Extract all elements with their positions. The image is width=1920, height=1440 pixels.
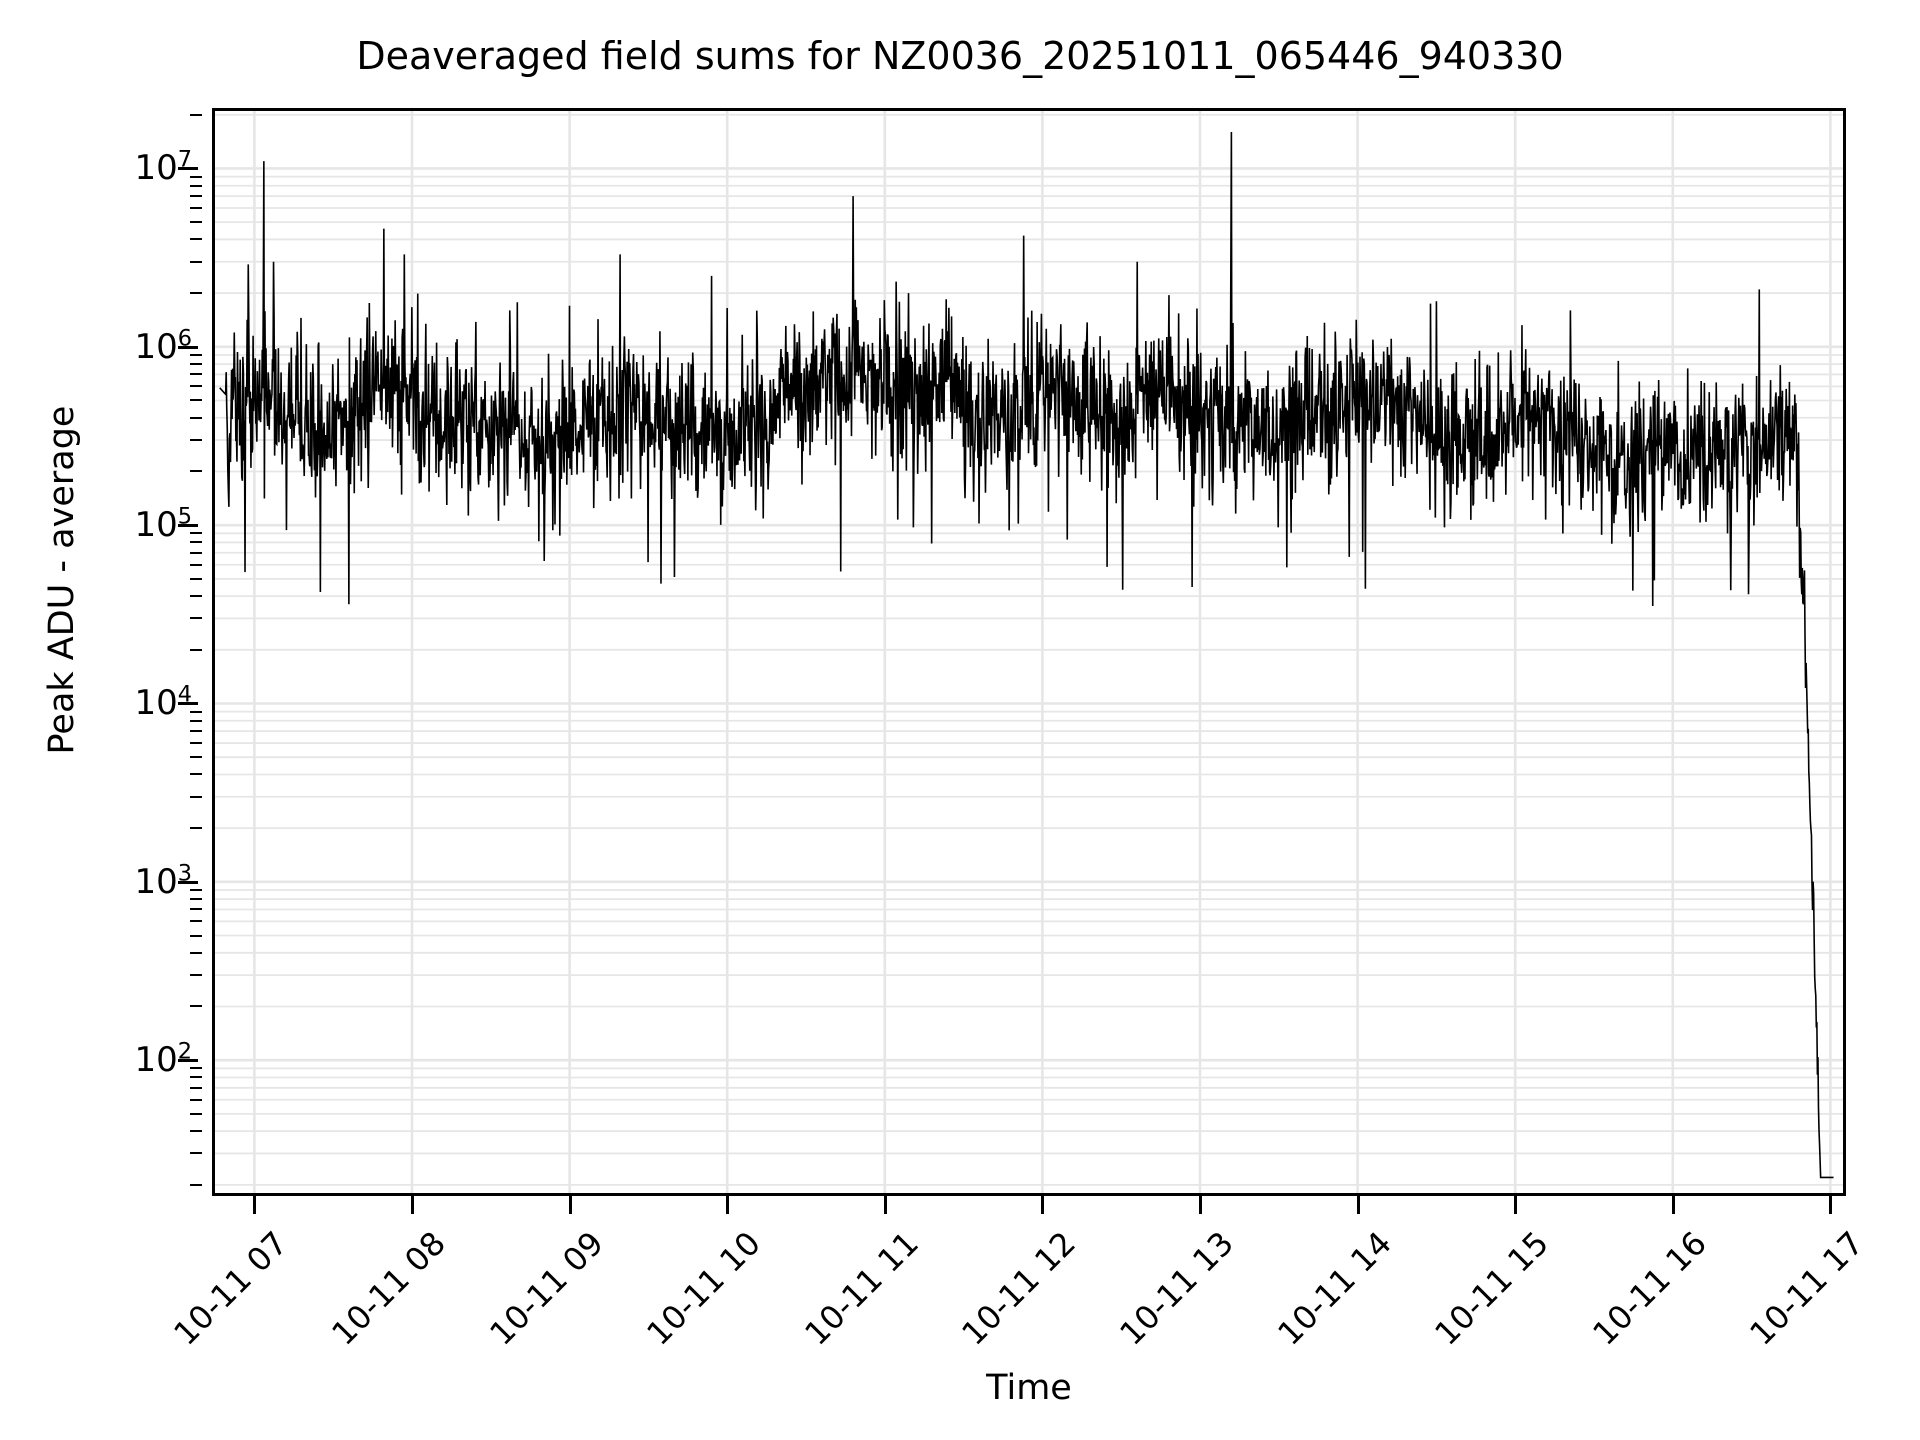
y-minor-tick — [190, 399, 202, 402]
y-minor-tick — [190, 439, 202, 442]
y-tick-label: 105 — [134, 503, 192, 546]
y-minor-tick — [190, 1098, 202, 1101]
y-minor-tick — [190, 416, 202, 419]
y-tick-label: 106 — [134, 325, 192, 367]
y-minor-tick — [190, 898, 202, 901]
y-minor-tick — [190, 470, 202, 473]
y-minor-tick — [190, 373, 202, 376]
x-major-tick — [568, 1196, 572, 1214]
y-minor-tick — [190, 577, 202, 580]
y-major-tick — [178, 345, 198, 349]
y-minor-tick — [190, 710, 202, 713]
y-tick-label: 102 — [134, 1038, 192, 1081]
y-minor-tick — [190, 908, 202, 911]
chart-title: Deaveraged field sums for NZ0036_2025101… — [356, 34, 1564, 78]
data-series-line — [215, 111, 1843, 1193]
y-minor-tick — [190, 238, 202, 241]
x-major-tick — [253, 1196, 257, 1214]
y-minor-tick — [190, 1183, 202, 1186]
y-minor-tick — [190, 363, 202, 366]
y-minor-tick — [190, 920, 202, 923]
y-minor-tick — [190, 1086, 202, 1089]
y-major-tick — [178, 167, 198, 171]
y-major-tick — [178, 880, 198, 884]
y-minor-tick — [190, 1130, 202, 1133]
y-tick-label: 107 — [134, 147, 192, 189]
x-major-tick — [1829, 1196, 1833, 1214]
y-minor-tick — [190, 742, 202, 745]
x-major-tick — [1671, 1196, 1675, 1214]
x-axis-label: Time — [986, 1368, 1072, 1408]
y-minor-tick — [190, 648, 202, 651]
y-minor-tick — [190, 719, 202, 722]
y-axis-label: Peak ADU - average — [42, 405, 82, 755]
y-minor-tick — [190, 934, 202, 937]
y-minor-tick — [190, 1152, 202, 1155]
x-major-tick — [1198, 1196, 1202, 1214]
y-minor-tick — [190, 756, 202, 759]
plot-area[interactable] — [212, 108, 1846, 1196]
y-major-tick — [178, 1059, 198, 1063]
y-minor-tick — [190, 888, 202, 891]
y-minor-tick — [190, 113, 202, 116]
y-minor-tick — [190, 353, 202, 356]
y-minor-tick — [190, 385, 202, 388]
y-minor-tick — [190, 1005, 202, 1008]
y-minor-tick — [190, 207, 202, 210]
y-minor-tick — [190, 951, 202, 954]
y-minor-tick — [190, 974, 202, 977]
y-minor-tick — [190, 617, 202, 620]
y-minor-tick — [190, 175, 202, 178]
y-minor-tick — [190, 551, 202, 554]
y-minor-tick — [190, 827, 202, 830]
y-minor-tick — [190, 292, 202, 295]
y-minor-tick — [190, 730, 202, 733]
x-major-tick — [410, 1196, 414, 1214]
x-major-tick — [883, 1196, 887, 1214]
x-major-tick — [1514, 1196, 1518, 1214]
y-minor-tick — [190, 1067, 202, 1070]
y-minor-tick — [190, 184, 202, 187]
y-minor-tick — [190, 773, 202, 776]
y-minor-tick — [190, 260, 202, 263]
y-minor-tick — [190, 221, 202, 224]
y-minor-tick — [190, 595, 202, 598]
y-minor-tick — [190, 541, 202, 544]
y-minor-tick — [190, 1076, 202, 1079]
y-tick-label: 103 — [134, 860, 192, 902]
x-major-tick — [1356, 1196, 1360, 1214]
y-minor-tick — [190, 563, 202, 566]
x-major-tick — [1041, 1196, 1045, 1214]
y-minor-tick — [190, 195, 202, 198]
y-major-tick — [178, 702, 198, 706]
x-major-tick — [726, 1196, 730, 1214]
y-major-tick — [178, 524, 198, 528]
y-minor-tick — [190, 795, 202, 798]
y-tick-label: 104 — [134, 682, 192, 724]
y-minor-tick — [190, 1112, 202, 1115]
y-minor-tick — [190, 532, 202, 535]
